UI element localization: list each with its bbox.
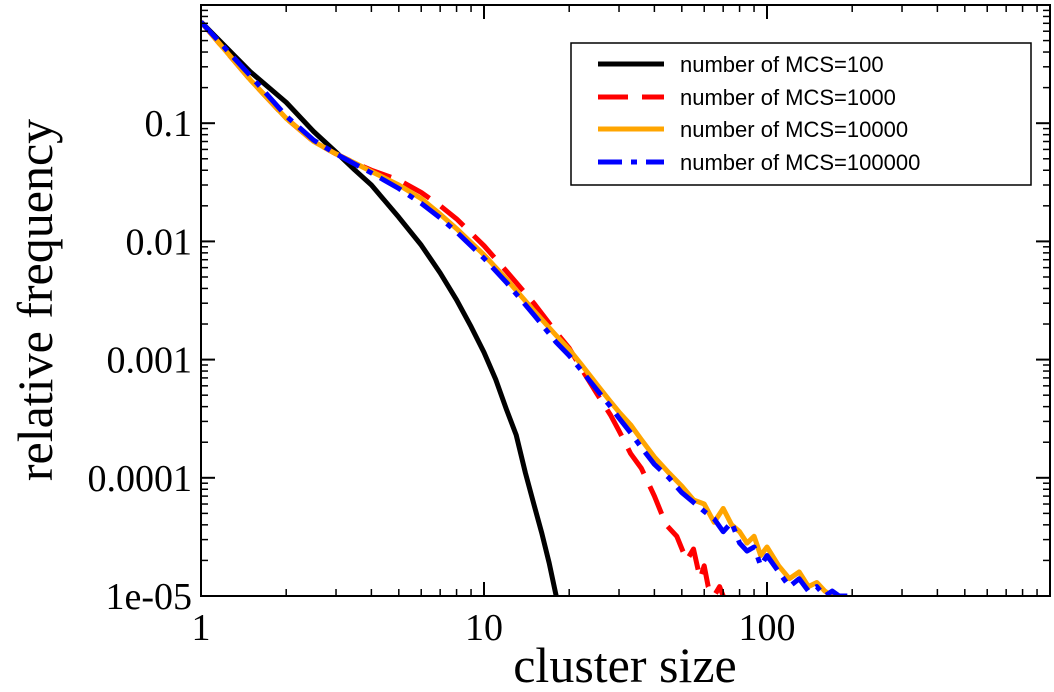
series-line-4 (201, 20, 853, 596)
x-tick-label: 100 (739, 607, 796, 649)
series-line-3 (201, 20, 834, 596)
x-tick-label: 1 (192, 607, 211, 649)
legend-label-3: number of MCS=10000 (680, 117, 908, 142)
legend: number of MCS=100 number of MCS=1000 numbe… (570, 42, 1032, 186)
legend-label-4: number of MCS=100000 (680, 150, 920, 175)
x-tick-label: 10 (465, 607, 503, 649)
y-tick-label: 0.01 (126, 221, 193, 263)
series-line-2 (201, 20, 726, 596)
y-tick-label: 0.001 (107, 340, 193, 382)
legend-label-2: number of MCS=1000 (680, 85, 896, 110)
tick-layer: 1 10 100 1e-05 0.0001 0.001 0.01 0.1 (88, 5, 1050, 649)
y-tick-label: 0.0001 (88, 458, 193, 500)
legend-label-1: number of MCS=100 (680, 52, 884, 77)
series-layer (201, 20, 853, 596)
x-axis-title: cluster size (513, 637, 737, 692)
plot-frame (200, 4, 1051, 597)
y-tick-label: 1e-05 (105, 576, 192, 618)
series-line-1 (201, 20, 559, 596)
y-axis-title: relative frequency (7, 119, 63, 481)
y-tick-label: 0.1 (145, 103, 193, 145)
